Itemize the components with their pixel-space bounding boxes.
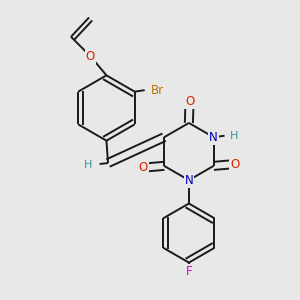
Text: O: O: [230, 158, 239, 171]
Text: N: N: [184, 174, 193, 187]
Text: H: H: [84, 160, 92, 170]
Text: O: O: [138, 161, 148, 174]
Text: H: H: [230, 131, 238, 141]
Text: F: F: [186, 265, 192, 278]
Text: O: O: [86, 50, 95, 63]
Text: Br: Br: [151, 84, 164, 97]
Text: O: O: [185, 95, 194, 108]
Text: N: N: [209, 131, 218, 144]
